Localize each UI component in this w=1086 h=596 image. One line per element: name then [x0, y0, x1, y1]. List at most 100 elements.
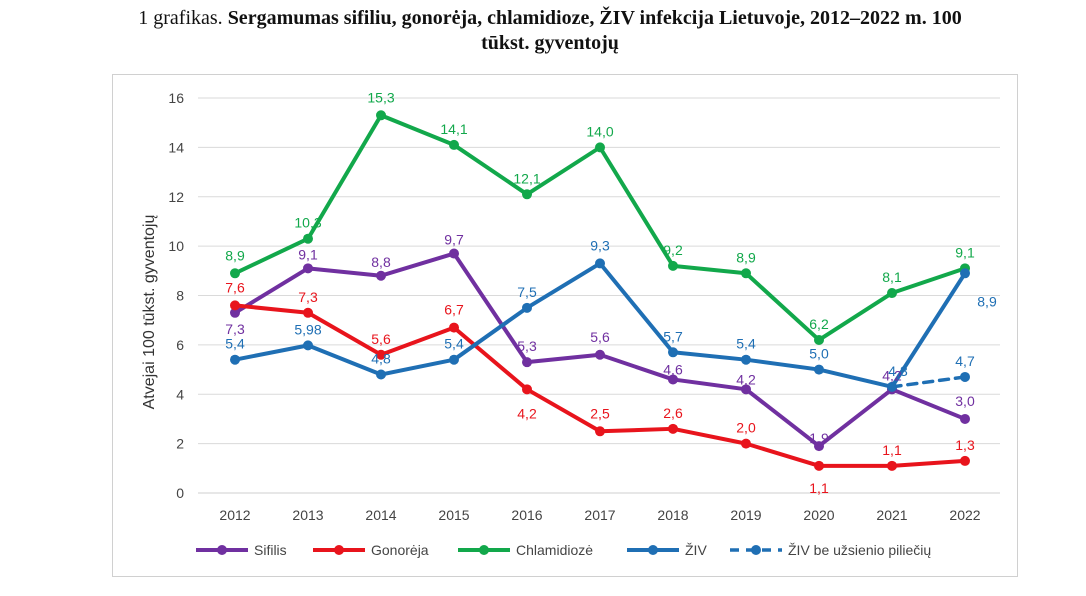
data-label-gonor-ja: 1,1: [809, 480, 829, 496]
x-tick-label: 2021: [876, 507, 907, 523]
data-point-gonor-ja: [595, 426, 605, 437]
data-label-gonor-ja: 2,5: [590, 405, 610, 421]
data-point-gonor-ja: [741, 438, 751, 449]
data-point-gonor-ja: [522, 384, 532, 395]
data-label--iv: 8,9: [977, 293, 997, 309]
data-point--iv: [668, 347, 678, 358]
data-label-chlamidioz-: 10,3: [294, 215, 321, 231]
data-label-sifilis: 5,6: [590, 329, 610, 345]
data-point-chlamidioz-: [230, 268, 240, 279]
data-point-chlamidioz-: [741, 268, 751, 279]
data-label-chlamidioz-: 8,9: [225, 247, 245, 263]
data-point--iv-be-u-sienio-pilie-i-: [960, 371, 970, 382]
data-point--iv: [376, 369, 386, 380]
data-label--iv: 5,98: [294, 321, 321, 337]
y-tick-label: 0: [176, 485, 184, 501]
data-point-sifilis: [741, 384, 751, 395]
data-label--iv: 7,5: [517, 284, 537, 300]
data-point-sifilis: [376, 270, 386, 281]
data-point-gonor-ja: [376, 349, 386, 360]
y-tick-label: 2: [176, 436, 184, 452]
data-label--iv: 5,4: [444, 336, 464, 352]
data-label-sifilis: 3,0: [955, 393, 975, 409]
legend-marker-chlamidioz-: [479, 545, 489, 555]
y-tick-label: 6: [176, 337, 184, 353]
data-label--iv: 5,4: [736, 336, 756, 352]
y-tick-label: 16: [168, 90, 184, 106]
y-tick-label: 12: [168, 189, 184, 205]
data-point-sifilis: [303, 263, 313, 274]
data-point-gonor-ja: [814, 460, 824, 471]
data-label-gonor-ja: 2,0: [736, 420, 756, 436]
data-point-sifilis: [230, 307, 240, 318]
data-label--iv: 9,3: [590, 237, 610, 253]
figure-caption-line2: tūkst. gyventojų: [40, 31, 1060, 56]
data-label-chlamidioz-: 8,9: [736, 249, 756, 265]
data-label-gonor-ja: 2,6: [663, 405, 683, 421]
data-point-chlamidioz-: [887, 288, 897, 299]
data-point-sifilis: [814, 441, 824, 452]
data-point-chlamidioz-: [376, 110, 386, 121]
x-tick-label: 2015: [438, 507, 469, 523]
y-tick-label: 10: [168, 238, 184, 254]
data-point--iv: [230, 354, 240, 365]
data-point--iv: [741, 354, 751, 365]
data-label-sifilis: 5,3: [517, 338, 537, 354]
data-point-sifilis: [960, 413, 970, 424]
data-label-gonor-ja: 5,6: [371, 331, 391, 347]
data-label-gonor-ja: 6,7: [444, 302, 464, 318]
data-point-chlamidioz-: [522, 189, 532, 200]
legend-label-chlamidioz-: Chlamidiozė: [516, 542, 593, 558]
data-label-gonor-ja: 7,6: [225, 279, 245, 295]
x-tick-label: 2017: [584, 507, 615, 523]
x-tick-label: 2019: [730, 507, 761, 523]
data-label-chlamidioz-: 15,3: [367, 89, 394, 105]
data-label--iv: 5,7: [663, 328, 683, 344]
data-label-sifilis: 1,9: [809, 430, 829, 446]
data-point-gonor-ja: [303, 307, 313, 318]
data-label-sifilis: 9,1: [298, 246, 318, 262]
legend-label--iv-be-u-sienio-pilie-i-: ŽIV be užsienio piliečių: [788, 542, 931, 558]
data-point-sifilis: [522, 357, 532, 368]
data-label-sifilis: 7,3: [225, 321, 245, 337]
x-axis-ticks: 2012 2013 2014 2015 2016 2017 2018 2019 2020 2021…: [219, 507, 980, 523]
data-label-chlamidioz-: 6,2: [809, 316, 829, 332]
caption-prefix: 1 grafikas.: [138, 7, 223, 29]
x-tick-label: 2012: [219, 507, 250, 523]
legend-marker--iv-be-u-sienio-pilie-i-: [751, 545, 761, 555]
data-label-chlamidioz-: 8,1: [882, 269, 902, 285]
data-point--iv: [595, 258, 605, 269]
x-tick-label: 2016: [511, 507, 542, 523]
data-label-gonor-ja: 1,1: [882, 442, 902, 458]
data-point-sifilis: [595, 349, 605, 360]
data-point--iv: [887, 381, 897, 392]
data-label-sifilis: 4,2: [736, 371, 756, 387]
data-point-sifilis: [668, 374, 678, 385]
data-point--iv: [960, 268, 970, 279]
data-point--iv: [303, 340, 313, 351]
data-point-chlamidioz-: [303, 233, 313, 244]
y-axis-ticks: 0 2 4 6 8 10 12 14 16: [168, 90, 184, 501]
figure-caption: 1 grafikas. Sergamumas sifiliu, gonorėja…: [40, 6, 1060, 31]
data-label-gonor-ja: 7,3: [298, 289, 318, 305]
data-label--iv-be-u-sienio-pilie-i-: 4,7: [955, 353, 975, 369]
data-label--iv: 5,4: [225, 336, 245, 352]
data-label-chlamidioz-: 14,0: [586, 123, 613, 139]
data-label--iv: 4,3: [888, 363, 908, 379]
series-points: [230, 110, 970, 471]
y-tick-label: 14: [168, 139, 184, 155]
chart-frame: [112, 74, 1018, 577]
data-label-sifilis: 4,6: [663, 361, 683, 377]
data-point-gonor-ja: [668, 423, 678, 434]
y-tick-label: 4: [176, 386, 184, 402]
y-tick-label: 8: [176, 288, 184, 304]
data-point-sifilis: [449, 248, 459, 259]
x-tick-label: 2013: [292, 507, 323, 523]
series-line--iv-be-u-sienio-pilie-i-: [890, 375, 967, 389]
x-tick-label: 2022: [949, 507, 980, 523]
data-point-chlamidioz-: [449, 139, 459, 150]
data-point--iv: [522, 302, 532, 313]
data-point-gonor-ja: [960, 455, 970, 466]
legend: Sifilis Gonorėja Chlamidiozė ŽIV ŽIV be užsi…: [196, 542, 931, 558]
